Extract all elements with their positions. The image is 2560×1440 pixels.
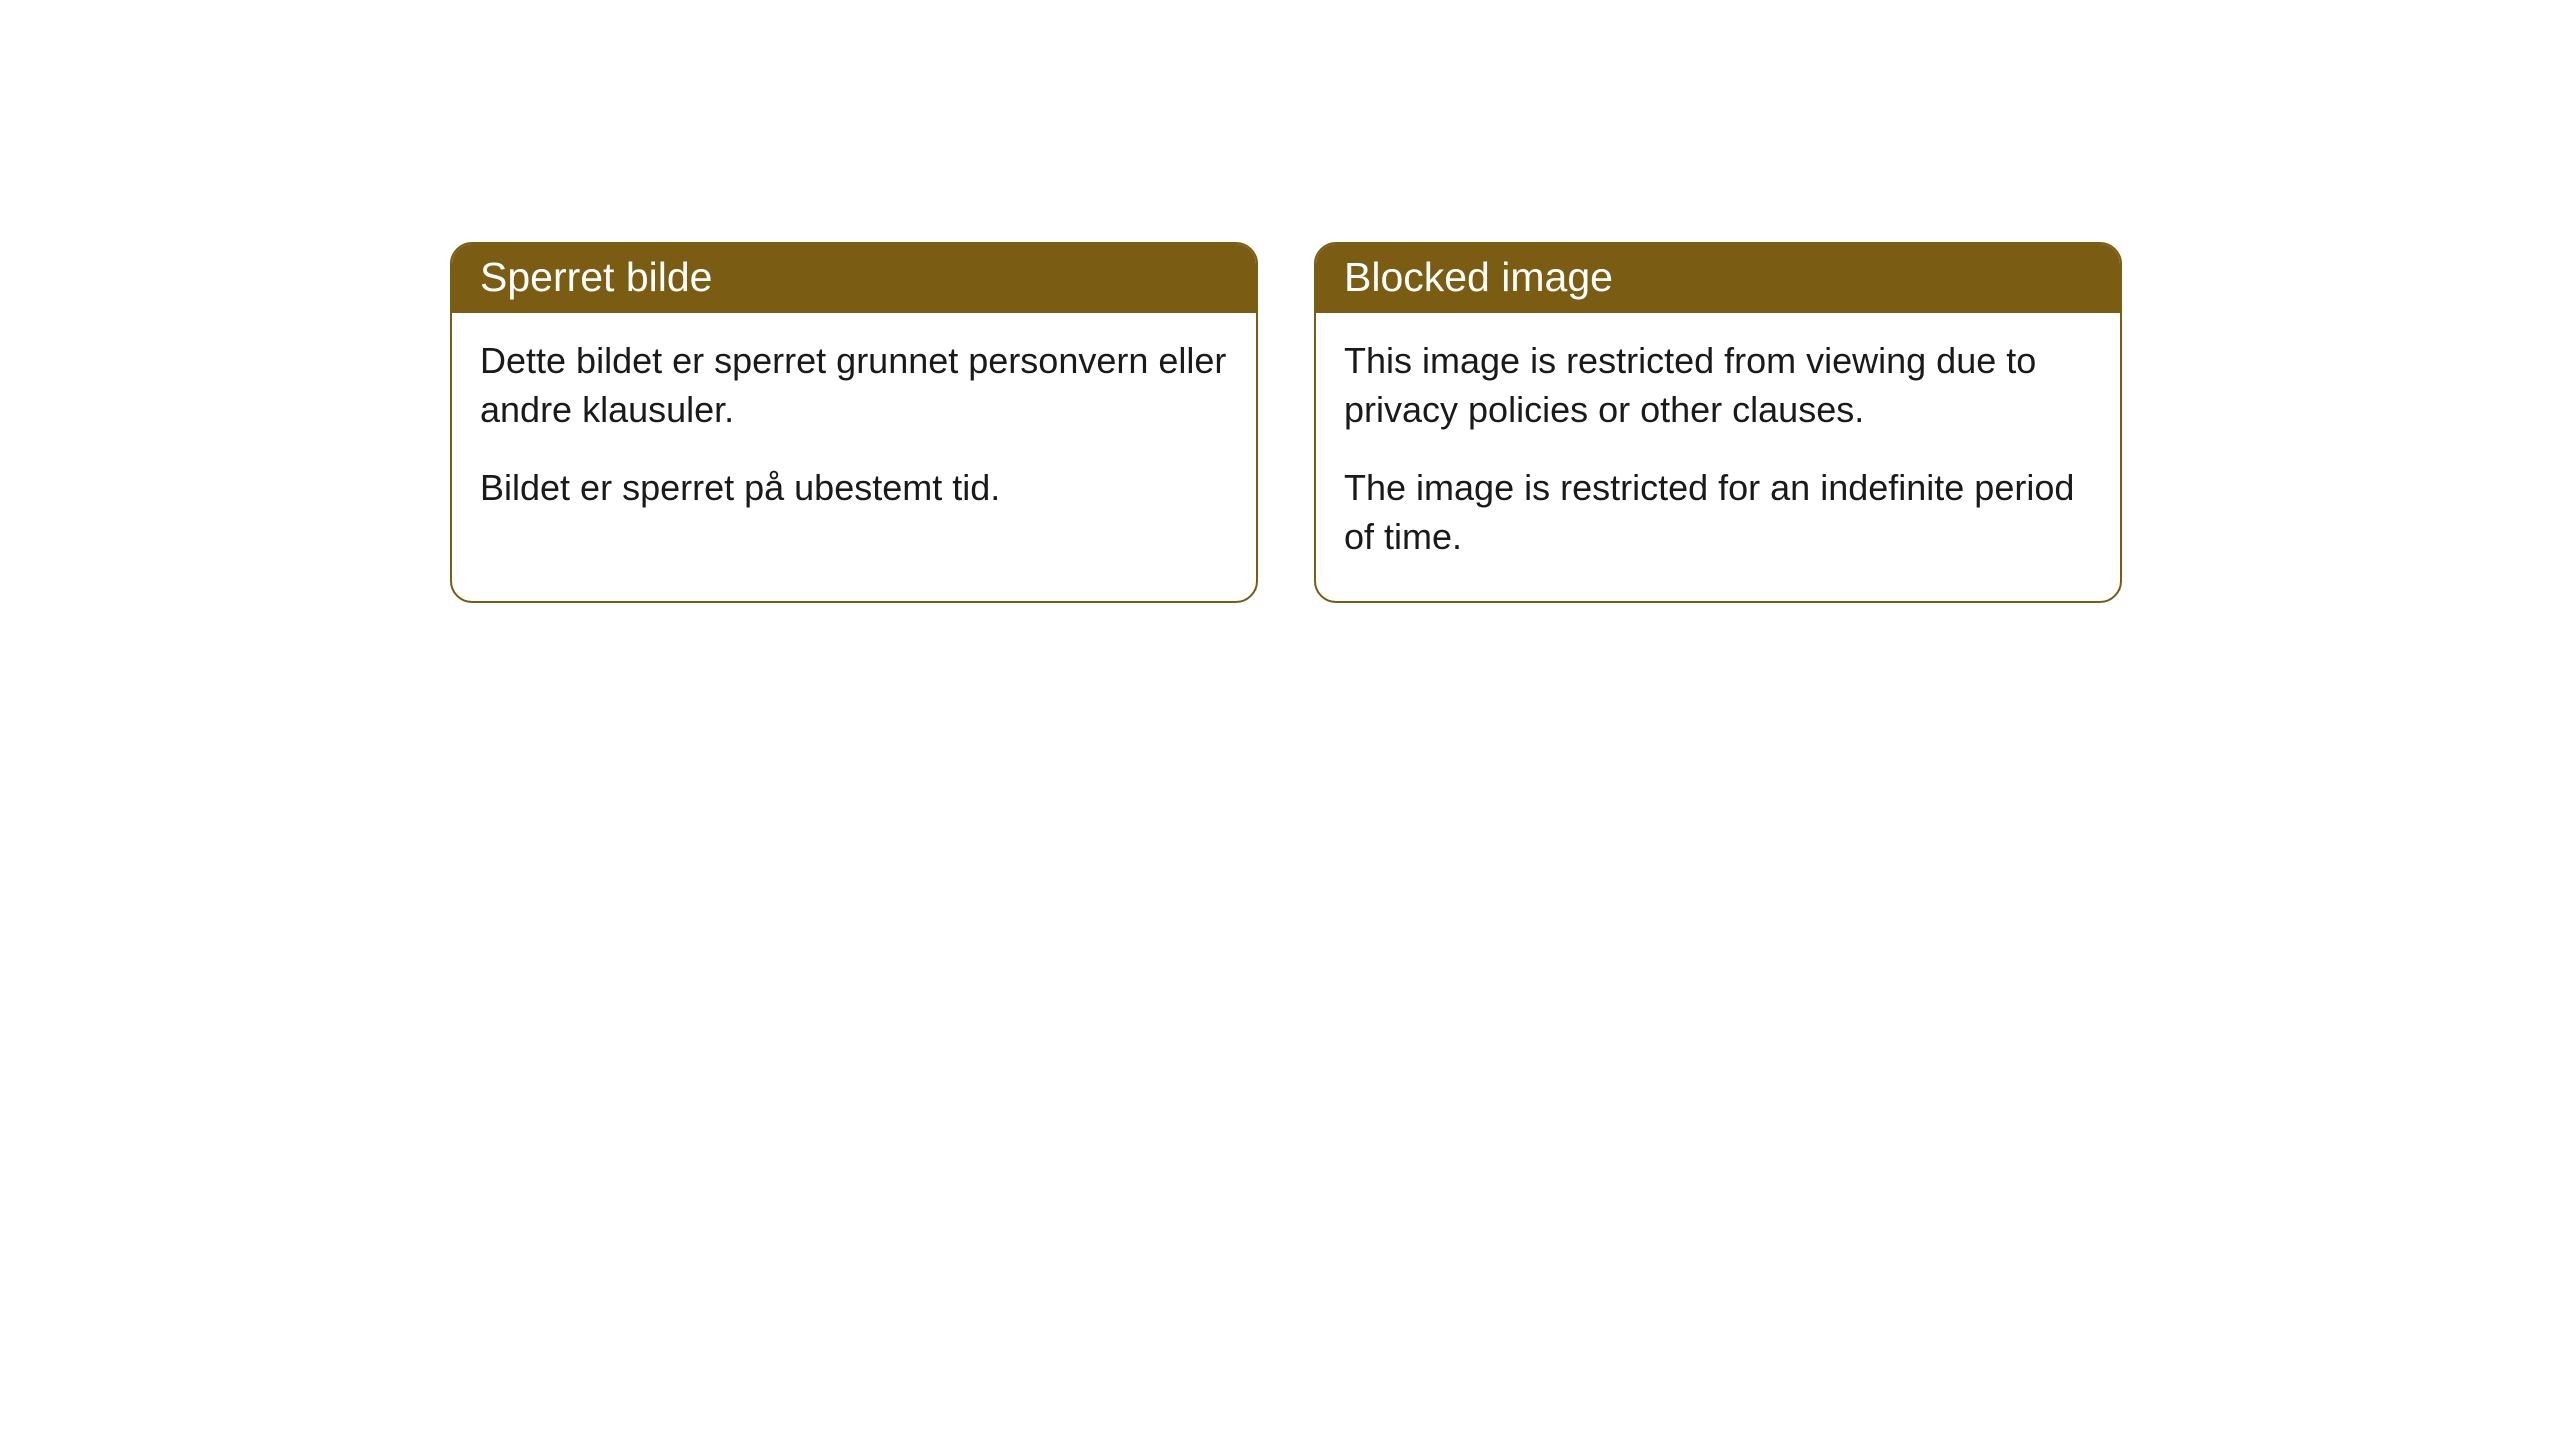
card-paragraph-2: The image is restricted for an indefinit… [1344,464,2092,561]
card-body-norwegian: Dette bildet er sperret grunnet personve… [452,313,1256,553]
card-header-norwegian: Sperret bilde [452,244,1256,313]
notice-card-english: Blocked image This image is restricted f… [1314,242,2122,603]
notice-container: Sperret bilde Dette bildet er sperret gr… [450,242,2122,603]
card-paragraph-2: Bildet er sperret på ubestemt tid. [480,464,1228,513]
card-body-english: This image is restricted from viewing du… [1316,313,2120,601]
card-paragraph-1: Dette bildet er sperret grunnet personve… [480,337,1228,434]
card-paragraph-1: This image is restricted from viewing du… [1344,337,2092,434]
card-title: Sperret bilde [480,254,712,300]
notice-card-norwegian: Sperret bilde Dette bildet er sperret gr… [450,242,1258,603]
card-header-english: Blocked image [1316,244,2120,313]
card-title: Blocked image [1344,254,1613,300]
